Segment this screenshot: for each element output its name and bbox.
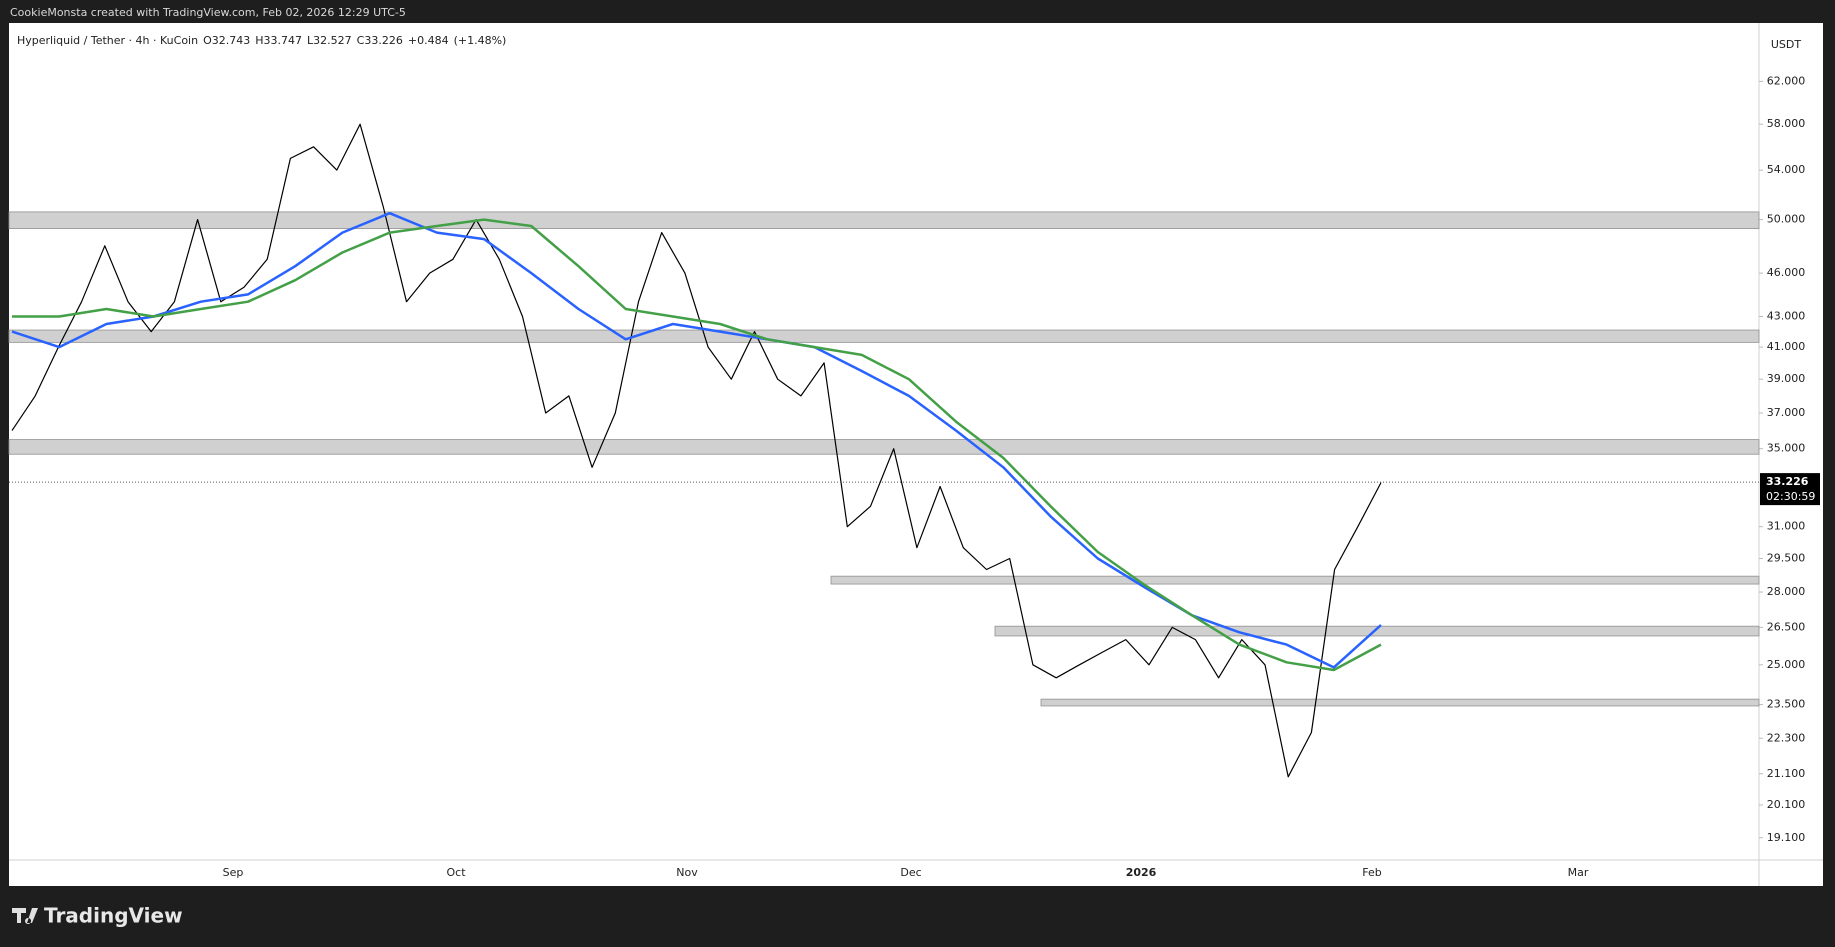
y-tick-label: 58.000 xyxy=(1767,117,1806,130)
brand: TradingView xyxy=(44,904,183,928)
legend-open-label: O xyxy=(203,34,212,47)
x-tick-label: Oct xyxy=(446,866,466,879)
series-line xyxy=(12,218,1382,672)
logo-icon xyxy=(12,908,38,924)
y-tick-label: 19.100 xyxy=(1767,831,1806,844)
x-tick-label: Feb xyxy=(1362,866,1381,879)
legend-change-pct: (+1.48%) xyxy=(454,34,507,47)
currency-label: USDT xyxy=(1771,38,1802,51)
zone xyxy=(8,211,1760,230)
legend-close: 33.226 xyxy=(364,34,403,47)
y-tick-label: 25.000 xyxy=(1767,658,1806,671)
legend-high: 33.747 xyxy=(264,34,303,47)
y-tick-label: 46.000 xyxy=(1767,266,1806,279)
x-tick-label: Mar xyxy=(1568,866,1589,879)
legend-high-label: H xyxy=(255,34,263,47)
y-tick-label: 29.500 xyxy=(1767,552,1806,565)
y-tick-label: 41.000 xyxy=(1767,340,1806,353)
zone xyxy=(830,575,1760,585)
y-tick-label: 37.000 xyxy=(1767,406,1806,419)
legend-change: +0.484 xyxy=(408,34,449,47)
x-tick-label: 2026 xyxy=(1126,866,1157,879)
zone xyxy=(994,625,1760,637)
zone xyxy=(8,329,1760,343)
legend-low: 32.527 xyxy=(313,34,352,47)
y-tick-label: 39.000 xyxy=(1767,372,1806,385)
legend-low-label: L xyxy=(307,34,314,47)
y-tick-label: 21.100 xyxy=(1767,767,1806,780)
legend: Hyperliquid / Tether · 4h · KuCoin O32.74… xyxy=(17,34,506,47)
price-tag-countdown: 02:30:59 xyxy=(1766,490,1815,503)
y-tick-label: 31.000 xyxy=(1767,520,1806,533)
legend-symbol: Hyperliquid / Tether · 4h · KuCoin xyxy=(17,34,198,47)
header-text: CookieMonsta created with TradingView.co… xyxy=(10,6,406,19)
y-tick-label: 35.000 xyxy=(1767,442,1806,455)
y-tick-label: 23.500 xyxy=(1767,698,1806,711)
y-tick-label: 22.300 xyxy=(1767,731,1806,744)
x-tick-label: Sep xyxy=(223,866,244,879)
footer-logo: TradingView xyxy=(12,904,183,928)
series-line xyxy=(11,123,1382,778)
y-tick-label: 20.100 xyxy=(1767,798,1806,811)
zone xyxy=(8,439,1760,455)
x-tick-label: Dec xyxy=(900,866,921,879)
series-line xyxy=(11,211,1382,669)
y-tick-label: 28.000 xyxy=(1767,585,1806,598)
y-tick-label: 43.000 xyxy=(1767,309,1806,322)
y-tick-label: 62.000 xyxy=(1767,74,1806,87)
y-tick-label: 26.500 xyxy=(1767,620,1806,633)
legend-open: 32.743 xyxy=(212,34,251,47)
price-tag xyxy=(1760,473,1820,506)
x-tick-label: Nov xyxy=(676,866,698,879)
price-tag-value: 33.226 xyxy=(1766,475,1809,488)
zone xyxy=(1040,698,1760,707)
y-tick-label: 54.000 xyxy=(1767,163,1806,176)
y-tick-label: 50.000 xyxy=(1767,213,1806,226)
legend-close-label: C xyxy=(357,34,365,47)
